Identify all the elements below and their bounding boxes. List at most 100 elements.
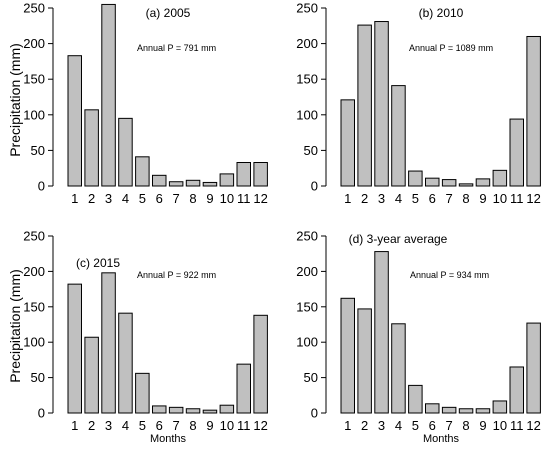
y-tick-label: 100 [23,335,45,350]
bar-month-2 [84,109,99,187]
x-tick-label: 8 [462,418,469,433]
bar-group [340,251,541,414]
bar-month-12 [253,314,268,414]
panel-c: (c) 2015 Annual P = 922 mm Precipitation… [7,229,268,445]
bar-month-1 [340,297,355,414]
bar-month-3 [101,272,116,414]
x-tick-label: 12 [526,191,540,206]
x-tick-label: 2 [88,191,95,206]
y-tick-label: 100 [296,107,318,122]
y-tick-label: 250 [23,1,45,16]
y-tick-label: 200 [23,36,45,51]
bar-month-5 [408,384,423,414]
bar-month-2 [84,336,99,414]
y-tick-label: 0 [311,179,318,194]
y-axis: 0 50 100 150 200 250 [296,1,327,194]
y-tick-label: 150 [296,72,318,87]
bar-month-11 [236,363,251,414]
y-tick-label: 200 [23,264,45,279]
x-tick-label: 6 [429,418,436,433]
y-tick-label: 250 [296,229,318,244]
bar-month-3 [374,21,389,187]
x-tick-label: 5 [139,191,146,206]
y-tick-label: 250 [296,1,318,16]
bar-month-8 [458,408,474,414]
y-tick-label: 200 [296,264,318,279]
annual-precipitation-annotation: Annual P = 1089 mm [409,43,493,53]
x-axis-label: Months [423,433,460,445]
x-tick-label: 10 [220,191,234,206]
x-tick-label: 1 [71,191,78,206]
x-tick-label: 9 [479,191,486,206]
panel-b: (b) 2010 Annual P = 1089 mm 1 2 3 4 5 6 7 8 9 10 1… [296,1,541,206]
x-tick-label: 8 [189,191,196,206]
y-axis: 0 50 100 150 200 250 [23,229,54,421]
x-tick-label: 8 [189,418,196,433]
x-tick-label: 4 [122,418,129,433]
bar-month-9 [475,178,491,187]
bar-month-4 [391,323,406,414]
x-axis: 1 2 3 4 5 6 7 8 9 10 11 12 [71,418,268,433]
y-tick-label: 0 [38,179,45,194]
bar-month-6 [152,405,167,414]
x-tick-label: 10 [493,191,507,206]
bar-month-8 [185,179,201,187]
x-tick-label: 9 [206,191,213,206]
bar-month-10 [492,400,508,414]
bar-month-4 [118,312,133,414]
y-tick-label: 0 [38,406,45,421]
x-tick-label: 4 [395,191,402,206]
bar-month-7 [441,179,457,187]
bar-group [67,272,268,414]
bar-month-10 [492,169,508,187]
bar-month-4 [118,117,133,187]
x-tick-label: 8 [462,191,469,206]
y-axis-label: Precipitation (mm) [7,43,23,157]
bar-month-8 [458,183,474,187]
bar-month-11 [509,366,524,414]
bar-month-7 [441,406,457,414]
bar-month-11 [236,162,251,187]
y-tick-label: 50 [304,370,318,385]
bar-month-9 [202,409,218,414]
x-axis-label: Months [150,433,187,445]
annual-precipitation-annotation: Annual P = 922 mm [137,270,216,280]
bar-month-10 [219,173,235,187]
bar-month-9 [475,408,491,414]
bar-month-6 [425,403,440,414]
x-tick-label: 6 [156,191,163,206]
bar-month-3 [101,3,116,187]
bar-month-8 [185,408,201,414]
bar-month-10 [219,404,235,414]
bar-month-3 [374,251,389,414]
bar-month-11 [509,118,524,187]
panel-title: (c) 2015 [76,256,120,270]
y-axis-label: Precipitation (mm) [7,269,23,383]
x-tick-label: 4 [395,418,402,433]
x-tick-label: 1 [344,191,351,206]
bar-group [340,21,541,187]
bar-month-1 [67,55,82,187]
x-tick-label: 11 [510,191,524,206]
x-tick-label: 11 [237,191,251,206]
x-tick-label: 1 [71,418,78,433]
panel-d: (d) 3-year average Annual P = 934 mm Mon… [296,229,541,445]
panel-title: (d) 3-year average [349,232,448,246]
y-tick-label: 250 [23,229,45,244]
bar-month-7 [168,181,184,187]
x-axis: 1 2 3 4 5 6 7 8 9 10 11 12 [71,191,268,206]
bar-month-5 [135,156,150,187]
x-tick-label: 4 [122,191,129,206]
x-tick-label: 11 [237,418,251,433]
y-axis: 0 50 100 150 200 250 [23,1,54,194]
bar-month-5 [408,170,423,187]
y-tick-label: 0 [311,406,318,421]
bar-month-2 [357,24,372,187]
bar-month-6 [152,174,167,187]
x-tick-label: 7 [173,418,180,433]
x-tick-label: 5 [412,191,419,206]
bar-month-1 [67,283,82,414]
y-tick-label: 50 [304,143,318,158]
x-tick-label: 3 [378,418,385,433]
